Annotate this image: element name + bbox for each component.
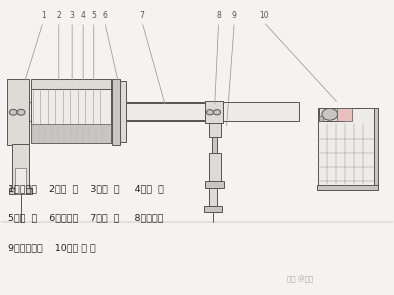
Text: 知乎 @文文: 知乎 @文文	[287, 275, 314, 283]
Text: 5、尾  板    6、压紧板    7、横  梁     8、液压缸: 5、尾 板 6、压紧板 7、横 梁 8、液压缸	[8, 214, 163, 222]
Bar	[126, 104, 223, 119]
Bar	[13, 144, 29, 189]
Bar	[318, 108, 376, 186]
Bar	[317, 185, 377, 190]
Circle shape	[17, 109, 25, 115]
Text: 7: 7	[139, 11, 145, 20]
Text: 10: 10	[259, 11, 269, 20]
Text: 5: 5	[91, 11, 96, 20]
Circle shape	[214, 110, 221, 115]
Text: 1、止推板    2、头  板    3、滤  板     4、滤  布: 1、止推板 2、头 板 3、滤 板 4、滤 布	[8, 184, 164, 193]
Text: 2: 2	[56, 11, 61, 20]
Bar	[30, 78, 111, 89]
Bar	[204, 206, 222, 212]
Bar	[209, 122, 221, 137]
Bar	[319, 108, 344, 121]
Bar	[121, 81, 126, 142]
Circle shape	[206, 110, 214, 115]
Bar	[15, 168, 26, 194]
Text: 8: 8	[216, 11, 221, 20]
Bar	[319, 116, 323, 121]
Bar	[337, 108, 352, 121]
Text: 9: 9	[232, 11, 237, 20]
Bar	[205, 101, 223, 123]
Text: 6: 6	[102, 11, 107, 20]
Text: 9、液压缸座    10、液 压 站: 9、液压缸座 10、液 压 站	[8, 243, 95, 252]
Bar	[17, 102, 299, 121]
Bar	[7, 78, 30, 145]
Circle shape	[322, 109, 338, 120]
Bar	[30, 89, 111, 143]
Text: 3: 3	[70, 11, 74, 20]
Circle shape	[9, 109, 17, 115]
Bar	[374, 108, 377, 186]
Text: 1: 1	[41, 11, 45, 20]
Text: 4: 4	[81, 11, 85, 20]
Bar	[9, 188, 32, 194]
Bar	[212, 137, 217, 155]
Bar	[205, 181, 225, 188]
Bar	[30, 124, 111, 143]
Bar	[209, 153, 221, 181]
Bar	[112, 78, 120, 145]
Bar	[209, 188, 217, 206]
